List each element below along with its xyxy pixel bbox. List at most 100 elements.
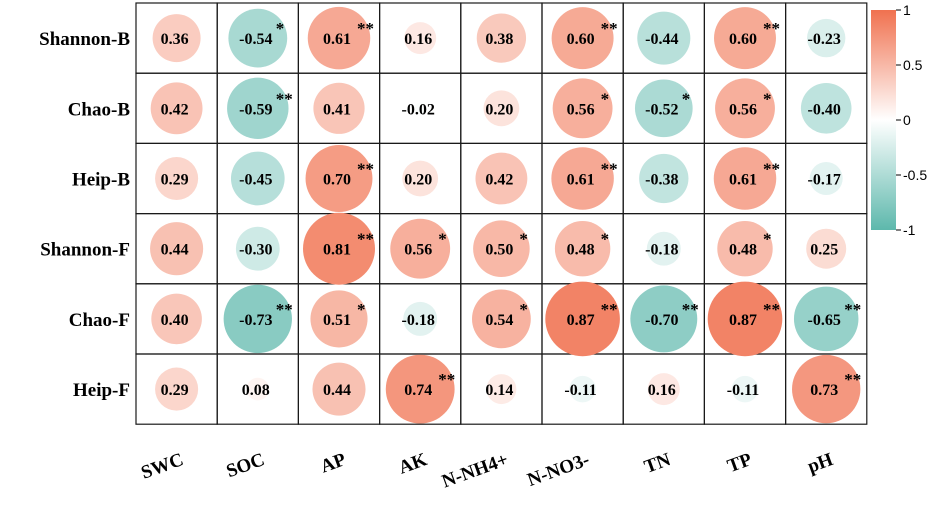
correlation-value: 0.54 (485, 312, 513, 329)
correlation-value: 0.20 (404, 172, 432, 189)
correlation-value: 0.87 (567, 312, 595, 329)
correlation-circle (475, 152, 528, 205)
correlation-circle (800, 83, 852, 134)
correlation-value: 0.81 (323, 242, 351, 259)
correlation-value: 0.14 (485, 382, 513, 399)
correlation-value: -0.18 (645, 242, 678, 259)
correlation-value: 0.60 (729, 31, 757, 48)
correlation-circle (307, 6, 371, 70)
column-label: pH (805, 449, 836, 477)
correlation-value: 0.56 (567, 101, 595, 118)
correlation-value: 0.50 (485, 242, 513, 259)
correlation-circle (486, 374, 517, 405)
significance-mark: * (682, 89, 691, 108)
correlation-circle (150, 82, 203, 135)
correlation-value: -0.40 (808, 101, 841, 118)
correlation-circle (246, 377, 270, 401)
correlation-value: 0.61 (567, 172, 595, 189)
correlation-circle (223, 284, 292, 354)
color-legend: 1 0.5 0 -0.5 -1 (871, 2, 927, 238)
correlation-value: 0.29 (161, 172, 189, 189)
correlation-value: 0.16 (404, 31, 432, 48)
correlation-circle (414, 102, 426, 114)
correlation-value: -0.38 (645, 172, 678, 189)
correlation-value: 0.73 (810, 382, 838, 399)
correlation-value: -0.18 (402, 312, 435, 329)
row-label: Chao-F (69, 310, 130, 331)
color-legend-label: 0.5 (903, 57, 923, 73)
color-legend-label: 0 (903, 112, 911, 128)
correlation-circle (551, 7, 614, 70)
correlation-circle (390, 218, 451, 279)
column-label: AP (318, 449, 349, 478)
correlation-value: 0.42 (161, 101, 189, 118)
correlation-value: -0.02 (402, 101, 435, 118)
correlation-value: 0.36 (161, 31, 189, 48)
correlation-value: 0.41 (323, 101, 351, 118)
correlation-circle (807, 18, 846, 58)
correlation-circle (152, 14, 201, 63)
correlation-circle (717, 220, 773, 277)
correlation-value: 0.44 (323, 382, 351, 399)
correlation-circle (545, 281, 620, 357)
significance-mark: ** (276, 89, 293, 108)
correlation-circle (731, 375, 759, 403)
correlation-circle (155, 156, 199, 201)
correlation-circle (714, 7, 776, 70)
grid (135, 2, 868, 425)
column-label: N-NO3- (525, 449, 593, 491)
correlation-value: 0.20 (485, 101, 513, 118)
correlation-circle (483, 90, 520, 127)
significance-mark: ** (601, 19, 618, 38)
color-legend-label: -1 (903, 222, 916, 238)
correlation-circle (637, 11, 691, 65)
correlation-value: -0.23 (808, 31, 841, 48)
correlation-value: -0.52 (645, 101, 678, 118)
correlation-circle (155, 367, 199, 411)
correlation-value: -0.54 (239, 31, 272, 48)
correlation-value: 0.61 (729, 172, 757, 189)
significance-mark: ** (763, 160, 780, 179)
color-legend-bar (871, 10, 896, 230)
correlation-circle (312, 362, 366, 416)
correlation-value: 0.60 (567, 31, 595, 48)
row-label: Shannon-F (40, 240, 130, 261)
significance-mark: * (519, 300, 528, 319)
cells: 0.36 -0.54*0.61**0.16 0.38 0.60**-0.44 0.60*… (150, 6, 861, 424)
correlation-value: -0.11 (727, 382, 759, 399)
correlation-value: 0.25 (810, 242, 838, 259)
correlation-value: 0.38 (485, 31, 513, 48)
correlation-value: -0.45 (239, 172, 272, 189)
correlation-circle (150, 222, 204, 276)
correlation-value: -0.11 (564, 382, 596, 399)
column-label: TN (642, 449, 674, 478)
correlation-circle (707, 281, 783, 357)
correlation-circle (552, 78, 613, 139)
row-label: Shannon-B (39, 29, 130, 50)
correlation-value: 0.56 (729, 101, 757, 118)
significance-mark: ** (601, 160, 618, 179)
correlation-circle (402, 160, 439, 197)
significance-mark: ** (357, 19, 374, 38)
correlation-circle (551, 147, 614, 210)
significance-mark: * (276, 19, 285, 38)
correlation-circle (713, 147, 777, 210)
significance-mark: ** (601, 300, 618, 319)
correlation-circle (404, 22, 437, 55)
correlation-circle (385, 354, 455, 424)
correlation-circle (235, 226, 280, 271)
correlation-circle (715, 78, 775, 139)
color-legend-label: 1 (903, 2, 911, 18)
correlation-circle (310, 290, 368, 348)
column-label: AK (396, 449, 430, 479)
correlation-value: -0.65 (808, 312, 841, 329)
correlation-circle (403, 301, 438, 336)
significance-mark: * (519, 230, 528, 249)
correlation-value: -0.44 (645, 31, 678, 48)
correlation-value: -0.17 (808, 172, 841, 189)
column-labels: SWC SOC AP AK N-NH4+ N-NO3- TN TP pH (138, 449, 836, 492)
correlation-circle (793, 286, 859, 352)
correlation-value: 0.56 (404, 242, 432, 259)
column-label: SWC (138, 449, 186, 484)
row-label: Heip-B (72, 170, 130, 191)
